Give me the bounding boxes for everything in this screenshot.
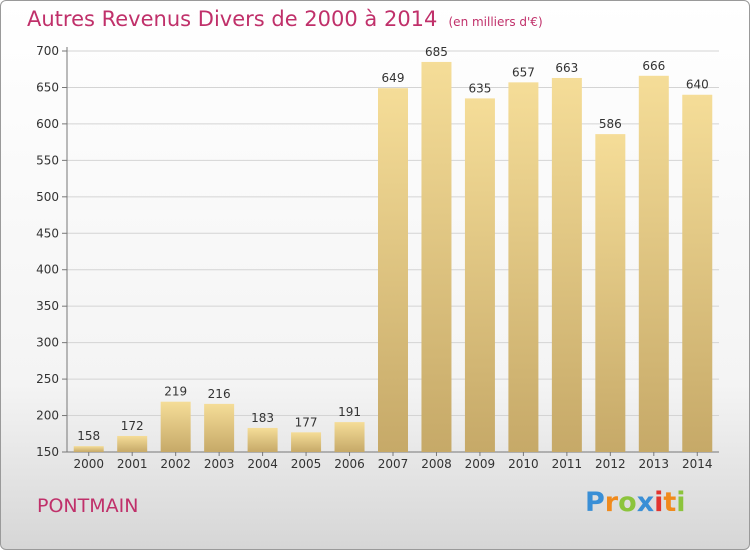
y-tick-label: 400 bbox=[36, 263, 59, 277]
bar bbox=[378, 88, 408, 452]
y-tick-label: 650 bbox=[36, 80, 59, 94]
data-label: 657 bbox=[512, 65, 535, 79]
data-label: 172 bbox=[121, 419, 144, 433]
x-tick-label: 2001 bbox=[117, 457, 148, 471]
x-tick-label: 2010 bbox=[508, 457, 539, 471]
data-label: 640 bbox=[686, 78, 709, 92]
bar bbox=[638, 75, 669, 452]
data-label: 191 bbox=[338, 405, 361, 419]
x-tick-label: 2011 bbox=[552, 457, 583, 471]
chart-title: Autres Revenus Divers de 2000 à 2014 bbox=[27, 7, 438, 31]
bar bbox=[595, 134, 626, 452]
bar bbox=[421, 61, 452, 452]
place-name: PONTMAIN bbox=[37, 495, 139, 517]
x-tick-label: 2013 bbox=[639, 457, 670, 471]
data-label: 216 bbox=[208, 387, 231, 401]
bar bbox=[247, 427, 278, 452]
x-tick-label: 2003 bbox=[204, 457, 235, 471]
x-tick-label: 2009 bbox=[465, 457, 496, 471]
chart-title-block: Autres Revenus Divers de 2000 à 2014 (en… bbox=[27, 7, 543, 31]
x-tick-label: 2004 bbox=[247, 457, 278, 471]
data-label: 663 bbox=[555, 61, 578, 75]
y-tick-label: 150 bbox=[36, 445, 59, 459]
bar bbox=[682, 94, 713, 452]
x-tick-label: 2012 bbox=[595, 457, 626, 471]
bar bbox=[73, 446, 104, 452]
bar bbox=[160, 401, 191, 452]
bar bbox=[464, 98, 495, 453]
brand-letter: P bbox=[585, 487, 605, 518]
data-label: 666 bbox=[642, 59, 665, 73]
brand-letter: i bbox=[654, 487, 664, 518]
data-label: 685 bbox=[425, 45, 448, 59]
brand-logo: Proxiti bbox=[585, 487, 686, 518]
data-label: 649 bbox=[382, 71, 405, 85]
y-tick-label: 700 bbox=[36, 44, 59, 58]
y-tick-label: 550 bbox=[36, 153, 59, 167]
bar bbox=[334, 422, 365, 452]
data-label: 183 bbox=[251, 411, 274, 425]
y-tick-label: 600 bbox=[36, 117, 59, 131]
y-tick-label: 200 bbox=[36, 409, 59, 423]
brand-letter: r bbox=[604, 487, 619, 518]
y-tick-label: 350 bbox=[36, 299, 59, 313]
data-label: 177 bbox=[295, 415, 318, 429]
data-label: 158 bbox=[77, 429, 100, 443]
x-tick-label: 2000 bbox=[73, 457, 104, 471]
y-tick-label: 250 bbox=[36, 372, 59, 386]
brand-letter: t bbox=[663, 487, 677, 518]
x-tick-label: 2002 bbox=[160, 457, 191, 471]
x-tick-label: 2007 bbox=[378, 457, 409, 471]
data-label: 635 bbox=[468, 81, 491, 95]
bar bbox=[291, 432, 322, 452]
brand-letter: i bbox=[676, 487, 686, 518]
x-tick-label: 2014 bbox=[682, 457, 713, 471]
y-tick-label: 450 bbox=[36, 226, 59, 240]
brand-letter: o bbox=[618, 487, 637, 518]
x-tick-label: 2005 bbox=[291, 457, 322, 471]
chart-subtitle: (en milliers d'€) bbox=[448, 15, 543, 29]
y-tick-label: 300 bbox=[36, 336, 59, 350]
data-label: 586 bbox=[599, 117, 622, 131]
bar bbox=[204, 403, 235, 452]
bar bbox=[117, 435, 148, 452]
bar bbox=[508, 82, 539, 453]
data-label: 219 bbox=[164, 385, 187, 399]
bar bbox=[551, 77, 582, 452]
x-tick-label: 2008 bbox=[421, 457, 452, 471]
brand-letter: x bbox=[636, 487, 655, 518]
x-tick-label: 2006 bbox=[334, 457, 365, 471]
y-tick-label: 500 bbox=[36, 190, 59, 204]
